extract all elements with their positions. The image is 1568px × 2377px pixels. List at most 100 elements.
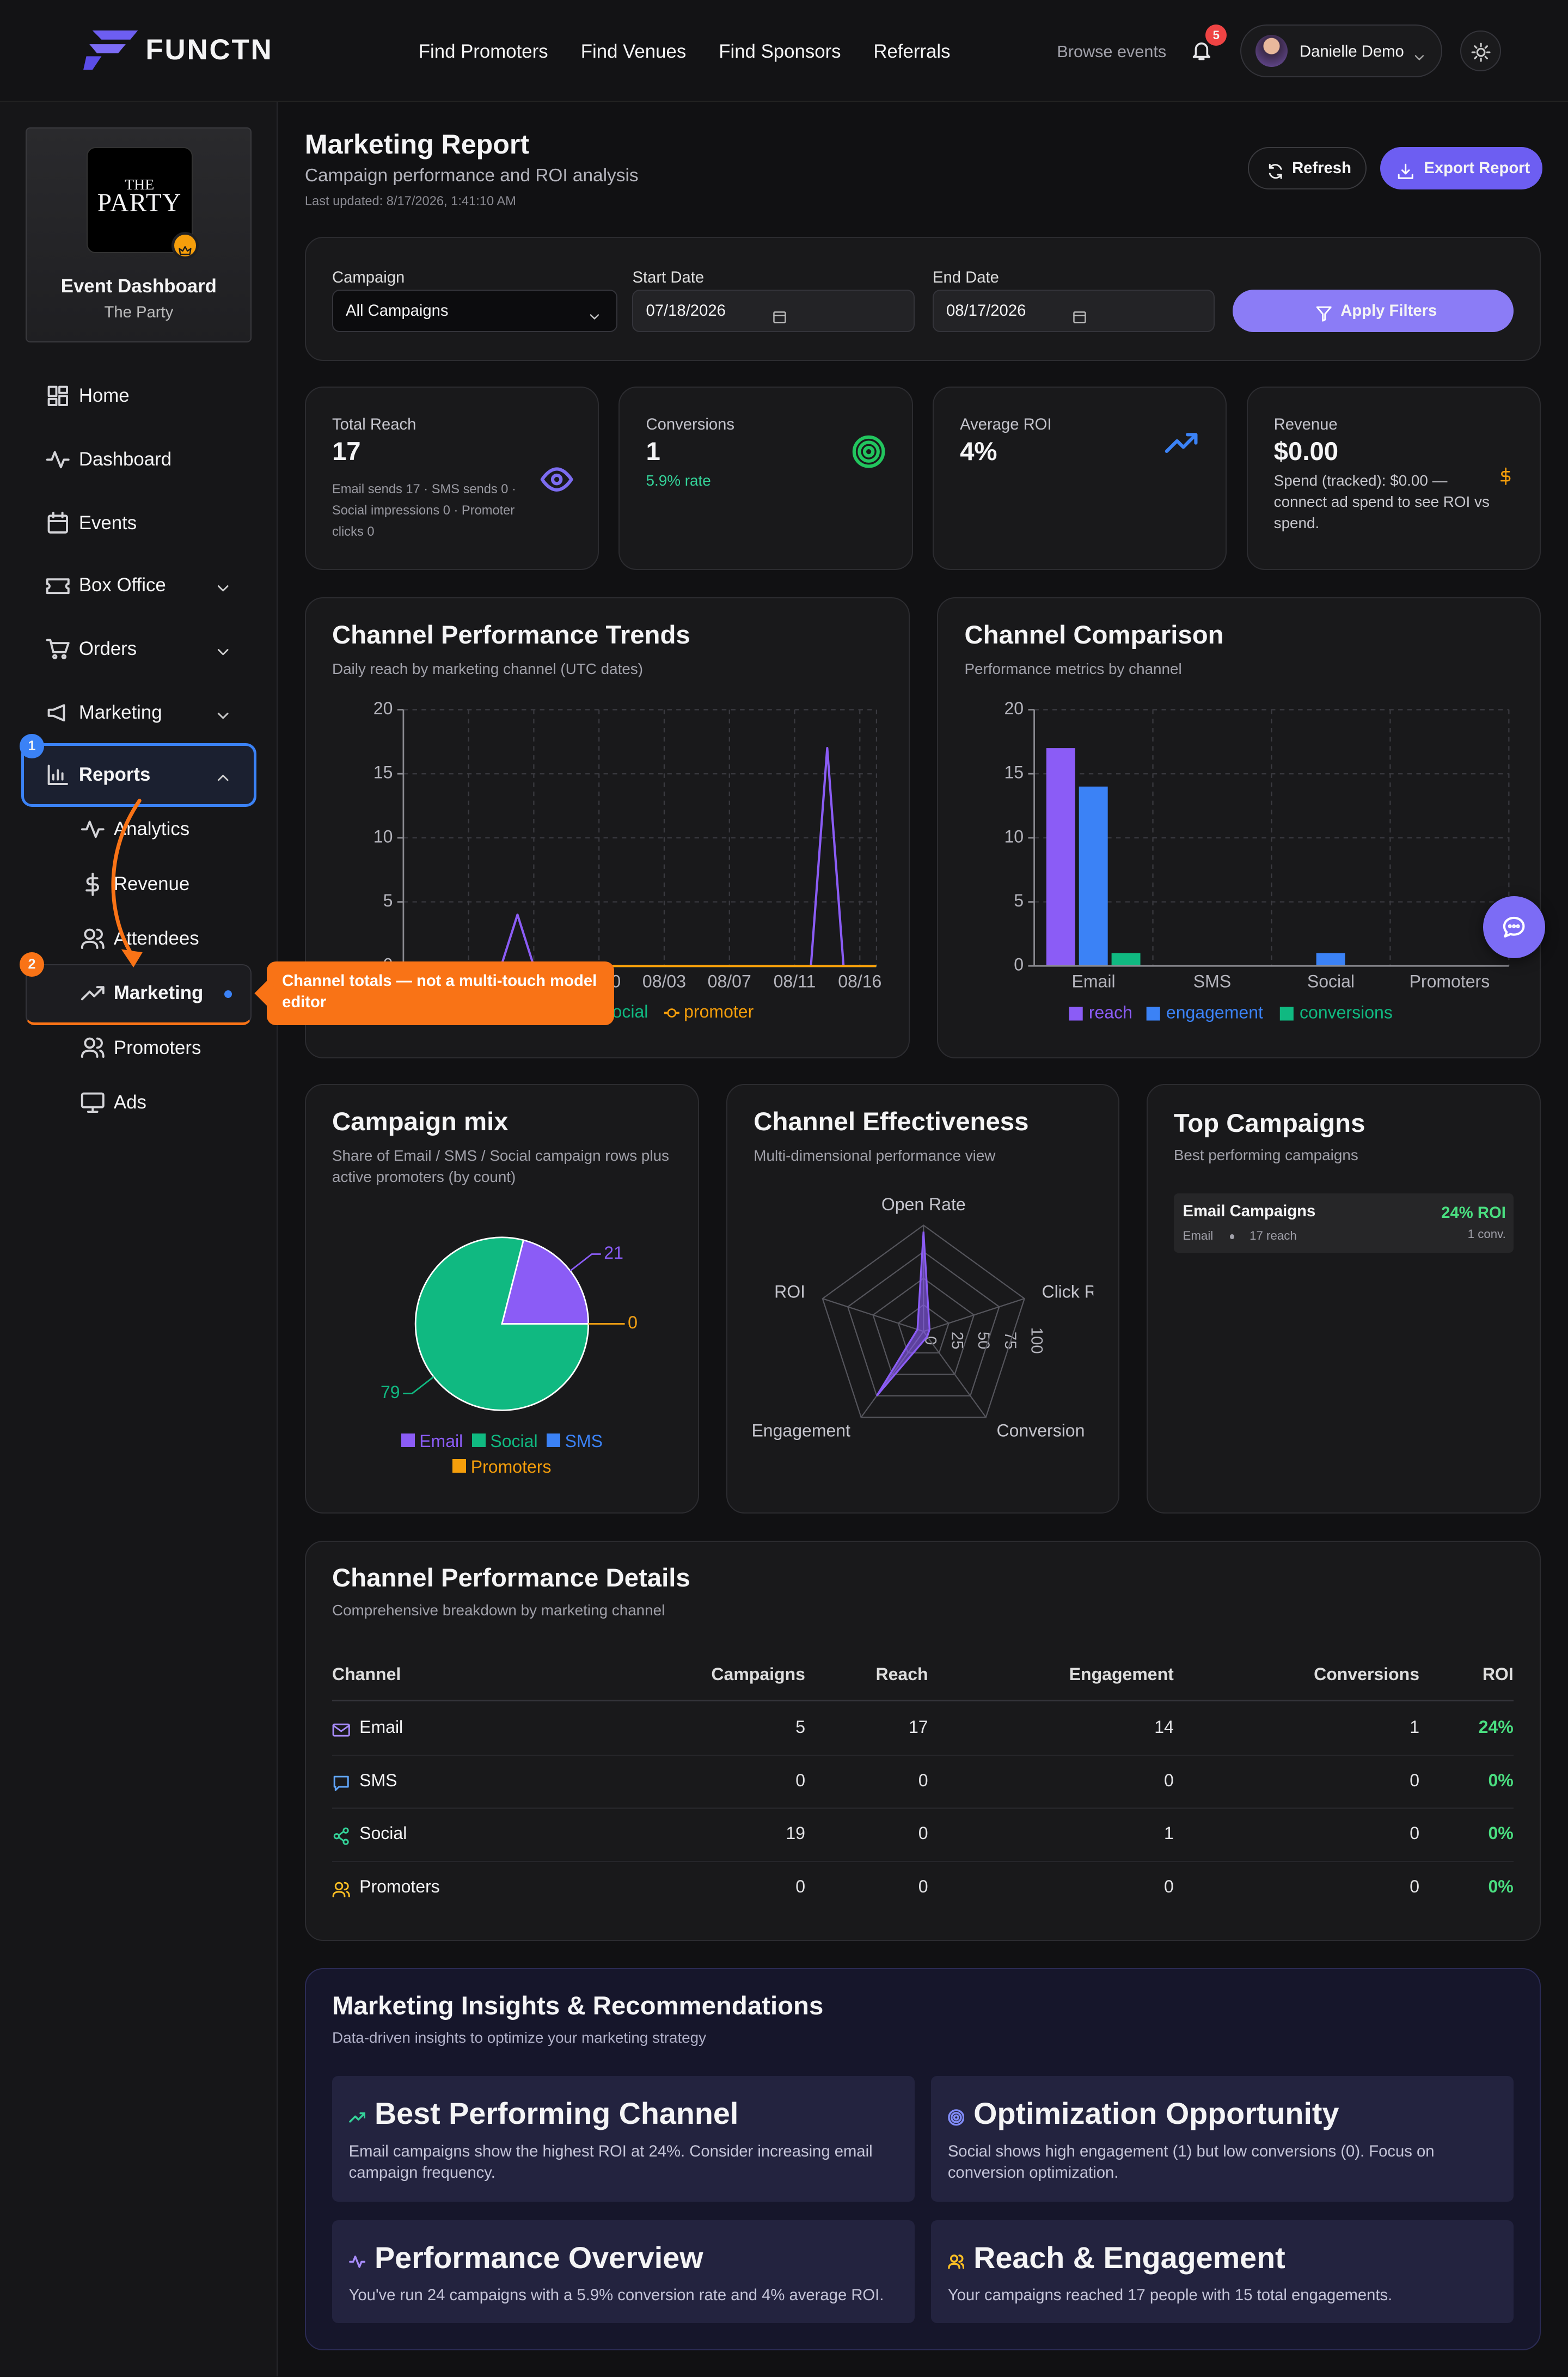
submenu-item[interactable]: Analytics	[113, 818, 190, 840]
table-cell: 0	[1410, 1876, 1420, 1896]
filter-value: 07/18/2026	[646, 302, 726, 320]
menu-item[interactable]: Orders	[78, 638, 137, 660]
menu-item[interactable]: Reports	[78, 764, 151, 786]
icon-part	[540, 467, 573, 492]
menu-item[interactable]: Dashboard	[78, 448, 172, 470]
legend-swatch	[401, 1433, 415, 1447]
icon	[852, 435, 885, 468]
icon-part	[217, 713, 229, 719]
user-name: Danielle Demo	[1300, 42, 1404, 60]
icon-part	[333, 1827, 349, 1846]
icon-part	[338, 1831, 345, 1842]
menu-item[interactable]: Events	[78, 512, 137, 534]
icon-part	[948, 2109, 965, 2126]
insight-card	[332, 2076, 915, 2202]
icon-part	[332, 1882, 350, 1897]
icon-part	[85, 872, 99, 896]
icon-part	[1073, 311, 1086, 323]
filter-input[interactable]	[632, 289, 915, 332]
nav-link[interactable]: Referrals	[873, 40, 951, 62]
icon-part	[1398, 163, 1413, 179]
nav-link[interactable]: Find Promoters	[418, 40, 548, 62]
filter-label: End Date	[932, 268, 999, 286]
table-cell: 0%	[1488, 1823, 1514, 1843]
menu-item[interactable]: Box Office	[78, 574, 166, 596]
insight-card	[332, 2220, 915, 2324]
icon-part	[342, 1827, 349, 1834]
theme-toggle[interactable]	[1460, 30, 1502, 71]
filter-input[interactable]	[332, 289, 617, 332]
icon-part	[1476, 47, 1486, 57]
table-card	[304, 1540, 1541, 1941]
refresh-button[interactable]	[1248, 147, 1367, 190]
icon	[46, 701, 70, 725]
icon	[1266, 159, 1284, 179]
icon-part	[47, 704, 65, 721]
icon-part	[1269, 163, 1282, 179]
submenu-item[interactable]: Revenue	[113, 873, 190, 895]
legend-swatch	[547, 1433, 561, 1447]
table-cell: 0	[918, 1770, 928, 1790]
icon-part	[1500, 467, 1511, 485]
legend-label: Promoters	[470, 1457, 552, 1477]
table-header: Conversions	[1314, 1664, 1420, 1684]
legend-swatch	[452, 1459, 467, 1473]
icon	[46, 384, 70, 408]
table-cell: 0	[1164, 1770, 1174, 1790]
nav-link[interactable]: Find Venues	[580, 40, 687, 62]
top-campaigns-card	[1146, 1084, 1541, 1514]
icon-part	[47, 385, 68, 406]
insight-title: Optimization Opportunity	[973, 2097, 1339, 2131]
icon	[332, 1718, 350, 1737]
icon	[1471, 41, 1491, 62]
table-subtitle: Comprehensive breakdown by marketing cha…	[332, 1601, 665, 1619]
icon-part	[58, 385, 68, 394]
browse-link[interactable]: Browse events	[1057, 42, 1167, 61]
nav-link[interactable]: Find Sponsors	[719, 40, 841, 62]
icon	[1412, 44, 1427, 60]
icon-part	[1193, 42, 1211, 60]
icon-part	[61, 654, 66, 659]
legend-item: Social	[471, 1429, 538, 1454]
icon-part	[47, 511, 68, 522]
icon-part	[81, 1092, 105, 1108]
apply-label: Apply Filters	[1340, 302, 1437, 320]
icon-part	[179, 246, 192, 255]
menu-item[interactable]: Home	[78, 384, 130, 406]
icon-part	[540, 467, 573, 492]
notification-badge: 5	[1205, 24, 1227, 46]
row-rule	[332, 1860, 1514, 1863]
chart-title: Channel Performance Trends	[332, 620, 690, 650]
table-cell: 0	[918, 1876, 928, 1896]
kpi-card	[618, 387, 913, 571]
icon-part	[89, 44, 126, 53]
table-cell: 24%	[1478, 1717, 1514, 1737]
legend-item: Email	[401, 1429, 463, 1454]
campaign-row[interactable]	[1173, 1193, 1514, 1253]
icon-part	[348, 2112, 366, 2123]
submenu-item[interactable]: Promoters	[113, 1037, 201, 1058]
filter-input[interactable]	[932, 289, 1215, 332]
table-cell: 14	[1154, 1717, 1174, 1737]
submenu-item[interactable]: Marketing	[113, 982, 204, 1004]
legend-label: Email	[419, 1431, 463, 1451]
menu-item[interactable]: Marketing	[78, 702, 162, 724]
logo-text: FUNCTN	[145, 33, 273, 66]
icon-part	[217, 585, 229, 592]
active-dot	[224, 990, 232, 998]
icon-part	[217, 649, 229, 655]
filter-label: Start Date	[632, 268, 705, 286]
chart-title: Campaign mix	[332, 1107, 509, 1137]
tooltip-text: Channel totals — not a multi-touch model…	[282, 972, 597, 1011]
kpi-card	[1246, 387, 1541, 571]
submenu-item[interactable]: Ads	[113, 1091, 146, 1113]
icon-part	[332, 1882, 350, 1897]
table-cell: Email	[359, 1717, 403, 1737]
insight-card	[931, 2220, 1514, 2324]
filter-value: 08/17/2026	[946, 302, 1026, 320]
submenu-item[interactable]: Attendees	[113, 928, 199, 949]
apply-button[interactable]	[1233, 289, 1514, 332]
icon	[46, 573, 70, 598]
export-button[interactable]	[1380, 147, 1542, 190]
legend-item: SMS	[547, 1429, 603, 1454]
